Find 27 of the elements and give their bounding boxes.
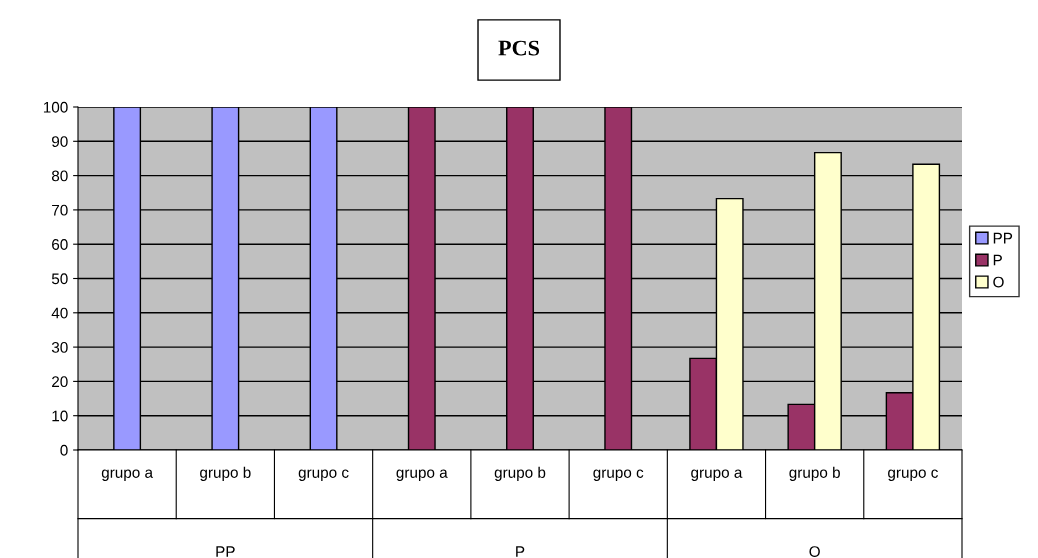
y-tick-label: 80	[51, 170, 68, 182]
y-tick-label: 60	[52, 239, 68, 250]
chart-title: PCS	[498, 40, 540, 56]
y-tick-label: 40	[51, 307, 68, 319]
x-tick-label: grupo c	[298, 469, 349, 481]
legend-label: P	[993, 254, 1002, 266]
x-tick-label: grupo b	[789, 466, 840, 481]
x-tick-label: grupo c	[888, 469, 938, 481]
y-tick-label: 90	[52, 136, 68, 147]
y-tick-label: 50	[51, 273, 68, 285]
x-tick-label: grupo b	[494, 466, 546, 481]
x-tick-label: grupo c	[593, 469, 644, 481]
text: O	[809, 546, 820, 557]
text: P	[516, 546, 525, 557]
y-tick-label: 0	[60, 444, 68, 456]
x-tick-label: grupo a	[396, 469, 448, 481]
text: PP	[216, 546, 235, 557]
y-tick-label: 70	[52, 204, 68, 216]
y-tick-label: 30	[51, 341, 68, 353]
y-tick-label: 20	[52, 376, 68, 388]
y-tick-label: 10	[52, 410, 68, 422]
legend-label: O	[993, 276, 1004, 288]
x-tick-label: grupo a	[101, 469, 154, 481]
legend-label: PP	[993, 232, 1013, 244]
y-tick-label: 100	[43, 101, 68, 113]
x-tick-label: grupo b	[200, 466, 251, 481]
x-tick-label: grupo a	[691, 469, 743, 481]
